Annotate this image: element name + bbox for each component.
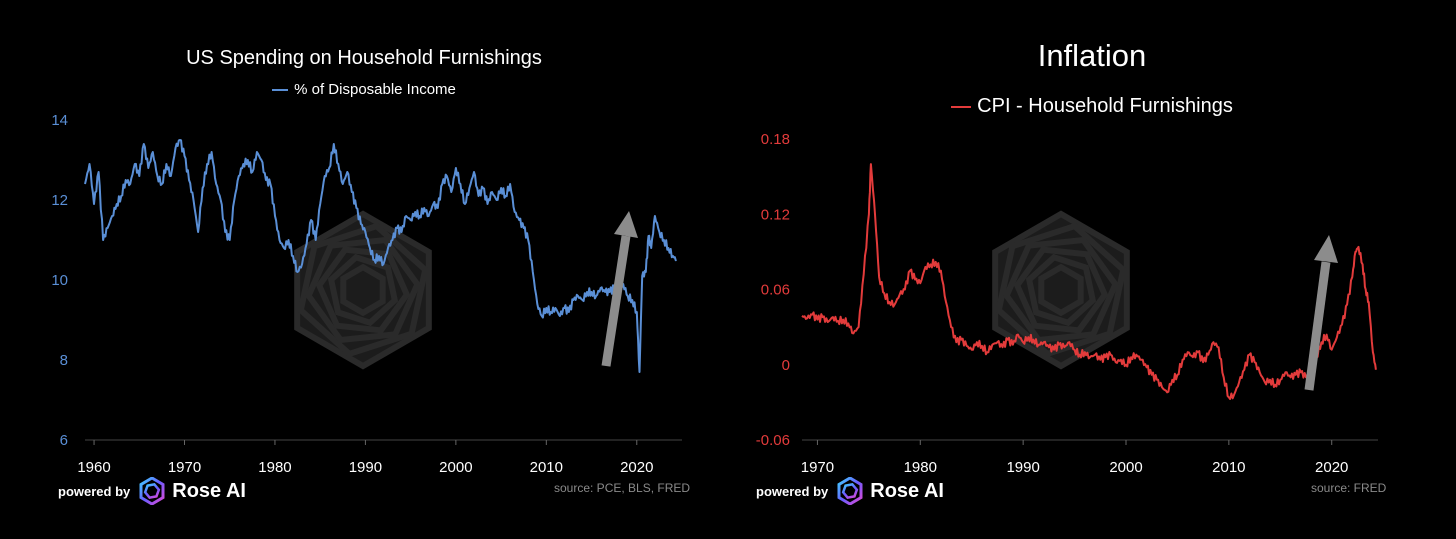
trend-arrow: [1304, 235, 1338, 391]
hexagon-spiral-watermark-icon: [294, 210, 432, 370]
source-note: source: PCE, BLS, FRED: [554, 481, 691, 495]
x-tick-label: 2020: [1315, 459, 1348, 476]
x-tick-label: 2010: [530, 459, 563, 476]
brand-name: Rose AI: [172, 479, 246, 502]
y-tick-label: 14: [51, 112, 68, 129]
source-note: source: FRED: [1311, 481, 1387, 495]
chart-legend: % of Disposable Income: [0, 81, 728, 98]
right-plot-area: 0.18 0.12 0.06 0 -0.06 1970 1980 1990 2000 2010 2…: [756, 131, 1378, 476]
legend-label: % of Disposable Income: [294, 81, 456, 98]
series-line: [84, 139, 677, 373]
y-tick-label: 0.12: [761, 206, 790, 223]
brand-name: Rose AI: [870, 479, 944, 502]
x-tick-label: 2000: [1109, 459, 1142, 476]
y-tick-label: 0.18: [761, 131, 790, 148]
rose-ai-spiral-icon: [837, 477, 863, 505]
rose-ai-spiral-icon: [139, 477, 165, 505]
hexagon-spiral-watermark-icon: [992, 210, 1130, 370]
powered-by-label: powered by: [58, 483, 131, 499]
y-tick-label: 6: [60, 432, 68, 449]
left-plot-area: 6 8 10 12 14 1960 1970 1980 1990 2000 2010 2020: [51, 112, 682, 476]
x-tick-label: 2000: [439, 459, 472, 476]
right-chart-panel: Inflation CPI - Household Furnishings 0.…: [728, 0, 1456, 539]
legend-swatch: [272, 89, 289, 92]
y-tick-label: -0.06: [756, 432, 790, 449]
chart-legend: CPI - Household Furnishings: [728, 95, 1456, 118]
x-tick-label: 1960: [77, 459, 110, 476]
y-tick-label: 10: [51, 272, 68, 289]
chart-title: US Spending on Household Furnishings: [186, 47, 542, 69]
x-tick-label: 1980: [258, 459, 291, 476]
x-tick-label: 2010: [1212, 459, 1245, 476]
x-tick-label: 1980: [904, 459, 937, 476]
y-tick-label: 0: [782, 357, 790, 374]
y-tick-label: 0.06: [761, 282, 790, 299]
powered-by-brand: powered by Rose AI: [58, 476, 246, 506]
trend-arrow: [601, 211, 638, 367]
x-tick-label: 1990: [349, 459, 382, 476]
chart-title: Inflation: [1037, 38, 1147, 73]
legend-swatch: [951, 105, 972, 108]
x-tick-label: 1990: [1006, 459, 1039, 476]
powered-by-label: powered by: [756, 483, 829, 499]
left-chart-panel: US Spending on Household Furnishings % o…: [0, 47, 728, 506]
series-line: [801, 163, 1377, 400]
powered-by-brand: powered by Rose AI: [756, 476, 944, 506]
x-tick-label: 1970: [168, 459, 201, 476]
x-tick-label: 1970: [801, 459, 834, 476]
x-tick-label: 2020: [620, 459, 653, 476]
y-tick-label: 8: [60, 352, 68, 369]
y-tick-label: 12: [51, 192, 68, 209]
legend-label: CPI - Household Furnishings: [977, 95, 1233, 117]
